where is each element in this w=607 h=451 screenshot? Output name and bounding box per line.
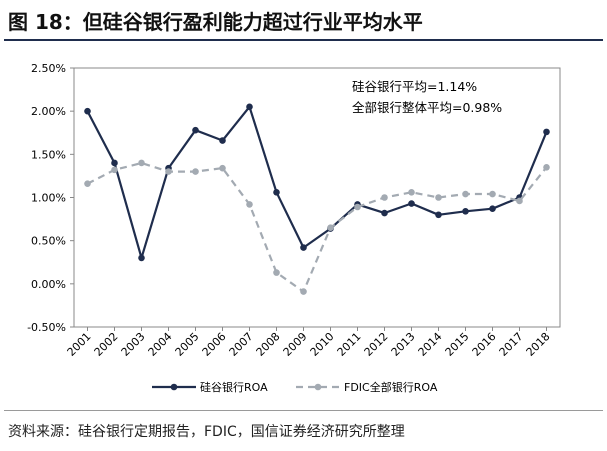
svb-roa-point [435, 211, 442, 219]
svb-roa-point [300, 244, 307, 251]
y-tick-label: 1.00% [31, 192, 66, 205]
fdic-roa-point [354, 203, 361, 211]
y-tick-label: -0.50% [27, 321, 66, 334]
fdic-roa-point [219, 164, 226, 172]
svb-roa-point [111, 159, 118, 167]
footer-divider [4, 410, 603, 411]
fdic-roa-point [84, 180, 91, 187]
x-tick-label: 2017 [497, 330, 526, 359]
svb-roa-point [246, 103, 253, 111]
y-tick-label: 0.00% [31, 278, 66, 291]
fdic-roa-point [381, 194, 388, 201]
x-tick-label: 2008 [254, 330, 283, 359]
x-tick-label: 2015 [443, 330, 472, 359]
svb-roa-line [86, 105, 548, 259]
svb-roa-point [489, 205, 496, 213]
x-tick-label: 2010 [308, 330, 337, 359]
title-divider [4, 39, 603, 41]
svb-roa-point [192, 126, 199, 134]
fdic-roa-point [462, 190, 469, 198]
x-tick-label: 2001 [65, 330, 94, 359]
fdic-roa-point [435, 194, 442, 201]
figure-title: 图 18：但硅谷银行盈利能力超过行业平均水平 [8, 10, 423, 34]
x-tick-label: 2006 [200, 330, 229, 359]
legend-fdic-label: FDIC全部银行ROA [344, 380, 438, 394]
source-note: 资料来源：硅谷银行定期报告，FDIC，国信证券经济研究所整理 [8, 424, 405, 440]
legend-svb-marker [170, 383, 178, 391]
roa-line-chart: -0.50% 0.00% 0.50% 1.00% 1.50% 2.00% 2.50% 2001… [27, 62, 561, 394]
x-tick-label: 2009 [281, 330, 310, 359]
x-tick-label: 2003 [119, 330, 148, 359]
figure-title-bar: 图 18：但硅谷银行盈利能力超过行业平均水平 [0, 0, 607, 41]
svb-roa-point [543, 128, 550, 136]
x-tick-label: 2004 [146, 330, 175, 359]
y-tick-label: 2.50% [31, 62, 66, 75]
fdic-roa-point [273, 269, 280, 276]
fdic-roa-point [489, 190, 496, 198]
industry-average-annotation: 全部银行整体平均=0.98% [352, 100, 502, 115]
fdic-roa-point [246, 201, 253, 208]
y-tick-label: 1.50% [31, 148, 66, 161]
x-tick-label: 2012 [362, 330, 391, 359]
x-tick-label: 2002 [92, 330, 121, 359]
svb-average-annotation: 硅谷银行平均=1.14% [352, 79, 477, 94]
x-tick-label: 2011 [335, 330, 364, 359]
x-tick-label: 2018 [524, 330, 553, 359]
svb-roa-point [462, 208, 469, 215]
x-tick-label: 2013 [389, 330, 418, 359]
y-tick-label: 0.50% [31, 235, 66, 248]
svb-roa-point [219, 137, 226, 144]
svb-roa-point [138, 254, 145, 262]
fdic-roa-point [543, 163, 550, 171]
svb-roa-point [381, 209, 388, 217]
x-tick-label: 2014 [416, 330, 445, 359]
legend-svb-label: 硅谷银行ROA [200, 380, 268, 394]
fdic-roa-point [408, 189, 415, 196]
fdic-roa-point [138, 159, 145, 167]
fdic-roa-point [327, 224, 334, 232]
fdic-roa-point [165, 168, 172, 175]
legend-fdic-marker [314, 383, 322, 391]
fdic-roa-line [86, 161, 548, 293]
svb-roa-point [408, 200, 415, 207]
fdic-roa-point [111, 166, 118, 174]
svb-roa-point [84, 107, 91, 115]
fdic-roa-point [516, 197, 523, 205]
x-tick-label: 2016 [470, 330, 499, 359]
x-tick-label: 2007 [227, 330, 256, 359]
svb-roa-point [273, 189, 280, 196]
y-tick-label: 2.00% [31, 105, 66, 118]
fdic-roa-point [192, 168, 199, 175]
fdic-roa-point [300, 288, 307, 295]
x-tick-label: 2005 [173, 330, 202, 359]
